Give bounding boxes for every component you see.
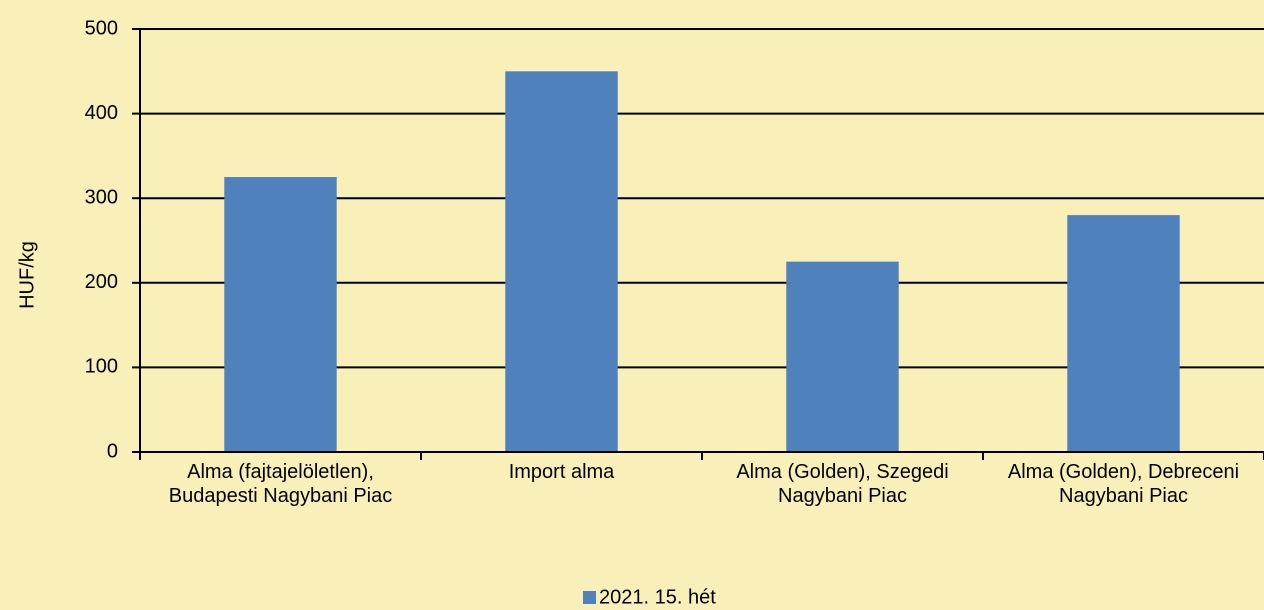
bar — [505, 71, 618, 453]
y-axis-title: HUF/kg — [16, 241, 38, 309]
x-tick-label: Alma (Golden), Debreceni Nagybani Piac — [1007, 461, 1240, 507]
y-tick-label: 100 — [85, 356, 118, 378]
bar — [1067, 215, 1180, 452]
y-tick-label: 200 — [85, 271, 118, 293]
legend-label: 2021. 15. hét — [599, 586, 716, 608]
y-tick-label: 0 — [107, 440, 118, 462]
y-tick-label: 400 — [85, 102, 118, 124]
legend-swatch — [583, 591, 596, 604]
x-tick-label: Alma (fajtajelöletlen), Budapesti Nagyba… — [168, 461, 393, 507]
x-tick-label: Import alma — [508, 461, 615, 483]
bar — [224, 177, 337, 453]
y-tick-label: 300 — [85, 186, 118, 208]
bar — [786, 261, 899, 452]
x-tick-label: Alma (Golden), Szegedi Nagybani Piac — [736, 461, 949, 507]
y-tick-label: 500 — [85, 17, 118, 39]
